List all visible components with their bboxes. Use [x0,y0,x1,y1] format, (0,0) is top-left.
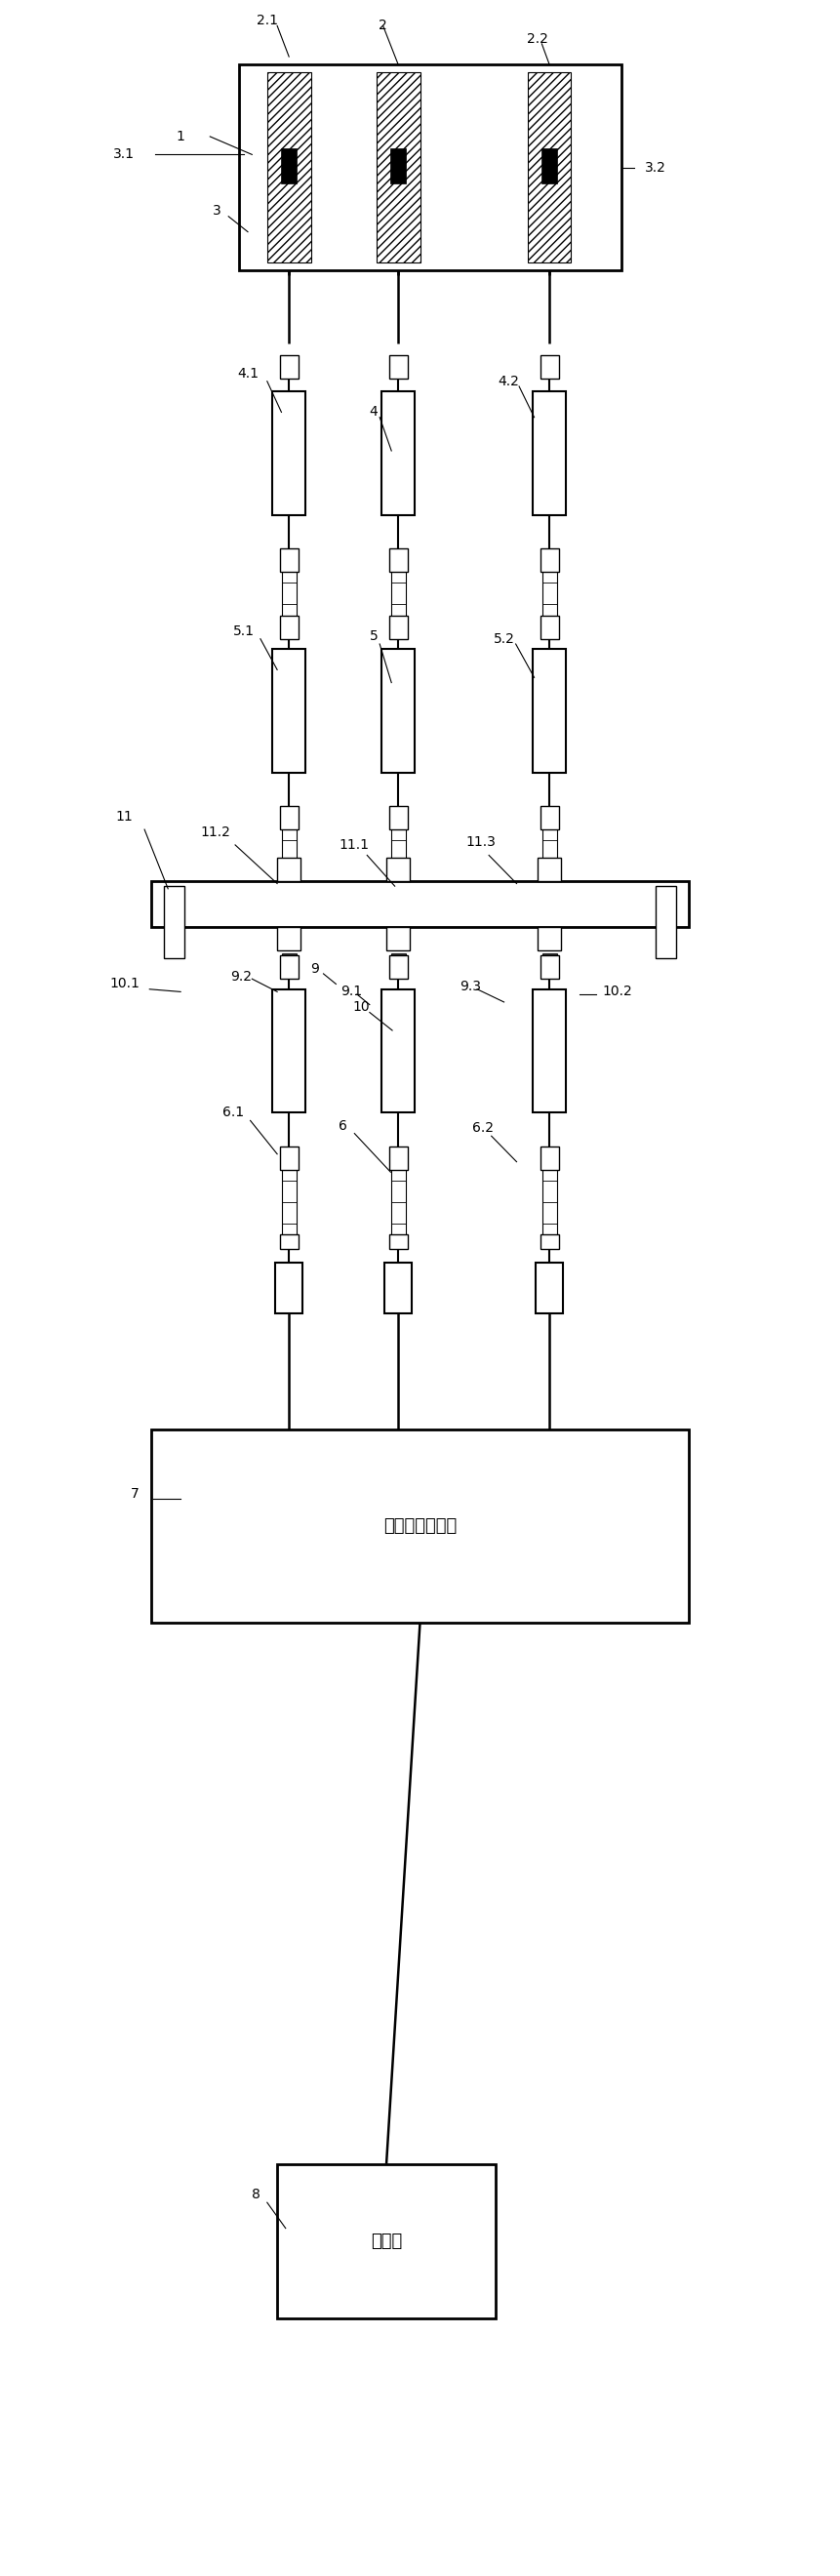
Text: 6: 6 [339,1118,347,1133]
Bar [280,1146,298,1170]
Bar [280,549,298,572]
Text: 3.2: 3.2 [644,160,666,175]
Bar [272,989,306,1113]
Text: 10: 10 [353,999,370,1015]
Bar [267,72,311,263]
Bar [533,989,566,1113]
Bar [389,1146,407,1170]
Text: 11.1: 11.1 [339,837,370,853]
Text: 光纤光栖解调仪: 光纤光栖解调仪 [383,1517,457,1535]
Bar [151,881,689,927]
Bar [391,147,406,183]
Bar [536,1262,563,1314]
Bar [540,355,559,379]
Bar [389,956,407,979]
Bar [540,549,559,572]
Bar [272,649,306,773]
Bar [276,1262,302,1314]
Text: 9: 9 [311,961,319,976]
Text: 9.1: 9.1 [340,984,362,999]
Text: 6.2: 6.2 [472,1121,494,1136]
Bar [277,858,301,881]
Bar [280,956,298,979]
Text: 3.1: 3.1 [113,147,135,162]
Bar [385,1262,412,1314]
Bar [540,1234,559,1249]
Bar [540,956,559,979]
Text: 8: 8 [252,2187,260,2202]
Bar [381,989,415,1113]
Bar [389,549,407,572]
Bar [533,392,566,515]
Bar [280,1234,298,1249]
Text: 10.2: 10.2 [602,984,633,999]
Text: 10.1: 10.1 [109,976,139,992]
Text: 4: 4 [370,404,378,420]
Bar [528,72,571,263]
Bar [386,858,410,881]
Bar [164,886,185,958]
Text: 4.2: 4.2 [497,374,519,389]
Bar [239,64,622,270]
Bar [280,806,298,829]
Text: 2.1: 2.1 [256,13,278,28]
Bar [277,2164,496,2318]
Bar [280,616,298,639]
Bar [542,147,557,183]
Text: 2: 2 [379,18,387,33]
Bar [538,858,561,881]
Bar [389,355,407,379]
Bar [389,1234,407,1249]
Bar [538,927,561,951]
Text: 5: 5 [370,629,378,644]
Bar [381,392,415,515]
Bar [655,886,676,958]
Text: 2.2: 2.2 [527,31,549,46]
Text: 6.1: 6.1 [223,1105,244,1121]
Bar [280,355,298,379]
Text: 5.1: 5.1 [233,623,255,639]
Text: 7: 7 [130,1486,139,1502]
Text: 11: 11 [116,809,133,824]
Bar [540,616,559,639]
Text: 11.2: 11.2 [201,824,231,840]
Text: 9.3: 9.3 [459,979,481,994]
Bar [151,1430,689,1623]
Text: 4.1: 4.1 [237,366,259,381]
Text: 1: 1 [176,129,185,144]
Text: 计算机: 计算机 [370,2233,402,2249]
Text: 3: 3 [213,204,221,219]
Text: 9.2: 9.2 [230,969,252,984]
Text: 5.2: 5.2 [493,631,515,647]
Bar [540,1146,559,1170]
Bar [281,147,297,183]
Bar [540,806,559,829]
Bar [277,927,301,951]
Bar [389,806,407,829]
Bar [381,649,415,773]
Bar [376,72,420,263]
Bar [272,392,306,515]
Bar [533,649,566,773]
Text: 11.3: 11.3 [465,835,496,850]
Bar [386,927,410,951]
Bar [389,616,407,639]
